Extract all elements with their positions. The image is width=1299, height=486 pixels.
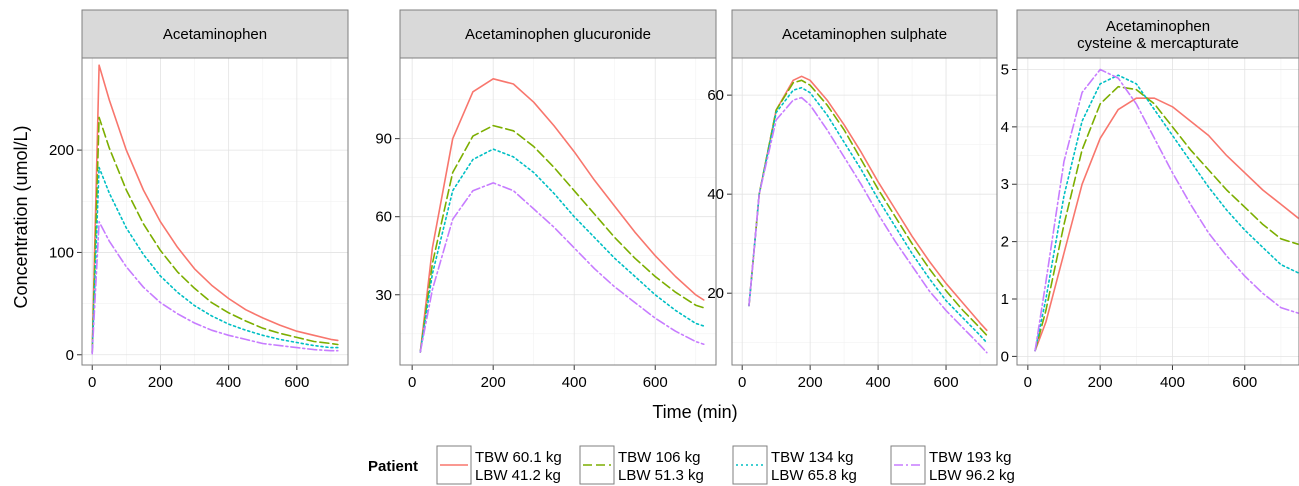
panel-border	[731, 57, 998, 366]
legend-label-line1: TBW 134 kg	[771, 449, 854, 466]
y-tick-label: 30	[375, 287, 392, 304]
x-tick-label: 200	[798, 374, 823, 391]
x-tick-label: 400	[1160, 374, 1185, 391]
y-tick-label: 90	[375, 131, 392, 148]
y-tick-label: 20	[707, 285, 724, 302]
legend-label-line1: TBW 193 kg	[929, 449, 1012, 466]
y-tick-label: 0	[66, 347, 74, 364]
series-group	[1034, 68, 1299, 352]
legend-label-line1: TBW 60.1 kg	[475, 449, 562, 466]
series-line-4	[91, 220, 339, 355]
panel-3: Acetaminophen sulphate 0 200 400 600 20 40 60	[707, 9, 998, 391]
series-line-3	[91, 166, 339, 354]
y-tick-label: 0	[1001, 348, 1009, 365]
series-line-3	[419, 148, 705, 353]
series-group	[748, 75, 988, 354]
panel-border	[81, 57, 349, 366]
panel-strip	[81, 9, 349, 59]
x-tick-label: 400	[216, 374, 241, 391]
panel-title: Acetaminophen	[1106, 18, 1210, 35]
y-tick-label: 60	[375, 209, 392, 226]
panel-2: Acetaminophen glucuronide 0 200 400 600 30 60 9…	[375, 9, 717, 391]
y-tick-label: 60	[707, 87, 724, 104]
legend-label-line2: LBW 65.8 kg	[771, 467, 857, 484]
x-tick-label: 600	[1232, 374, 1257, 391]
panel-title: Acetaminophen glucuronide	[465, 26, 651, 43]
series-line-2	[91, 116, 339, 354]
series-line-2	[748, 79, 988, 337]
series-line-2	[1034, 85, 1299, 352]
panel-strip	[399, 9, 717, 59]
x-tick-label: 0	[408, 374, 416, 391]
panel-1: Acetaminophen 0 200 400 600 0 100 200	[49, 9, 349, 391]
plot-background	[400, 58, 716, 365]
y-axis-title: Concentration (umol/L)	[11, 125, 31, 308]
series-line-1	[748, 75, 988, 332]
y-tick-label: 200	[49, 142, 74, 159]
legend-label-line2: LBW 41.2 kg	[475, 467, 561, 484]
series-line-1	[1034, 97, 1299, 352]
legend-label-line1: TBW 106 kg	[618, 449, 701, 466]
series-line-1	[91, 64, 339, 353]
y-tick-label: 40	[707, 186, 724, 203]
panel-border	[1016, 57, 1299, 366]
legend-label-line2: LBW 96.2 kg	[929, 467, 1015, 484]
series-group	[419, 78, 705, 353]
series-line-1	[419, 78, 705, 353]
series-line-4	[748, 96, 988, 354]
x-tick-label: 200	[481, 374, 506, 391]
panel-strip	[731, 9, 998, 59]
x-tick-label: 200	[148, 374, 173, 391]
plot-background	[732, 58, 997, 365]
plot-background	[1017, 58, 1299, 365]
x-tick-label: 200	[1088, 374, 1113, 391]
series-line-2	[419, 124, 705, 353]
x-tick-label: 0	[1024, 374, 1032, 391]
legend-label-line2: LBW 51.3 kg	[618, 467, 704, 484]
y-tick-label: 2	[1001, 234, 1009, 251]
y-tick-label: 5	[1001, 61, 1009, 78]
x-tick-label: 400	[562, 374, 587, 391]
plot-background	[82, 58, 348, 365]
panel-title: cysteine & mercapturate	[1077, 35, 1239, 52]
panel-border	[399, 57, 717, 366]
y-tick-label: 100	[49, 244, 74, 261]
legend-title: Patient	[368, 458, 418, 475]
series-line-4	[419, 182, 705, 353]
panel-strip	[1016, 9, 1299, 59]
x-tick-label: 0	[88, 374, 96, 391]
series-line-3	[1034, 74, 1299, 352]
x-tick-label: 400	[866, 374, 891, 391]
y-tick-label: 3	[1001, 176, 1009, 193]
x-axis-title: Time (min)	[652, 402, 737, 422]
y-tick-label: 1	[1001, 291, 1009, 308]
panel-title: Acetaminophen	[163, 26, 267, 43]
x-tick-label: 600	[284, 374, 309, 391]
y-tick-label: 4	[1001, 119, 1009, 136]
x-tick-label: 0	[738, 374, 746, 391]
panel-title: Acetaminophen sulphate	[782, 26, 947, 43]
x-tick-label: 600	[934, 374, 959, 391]
series-line-4	[1034, 68, 1299, 352]
x-tick-label: 600	[643, 374, 668, 391]
series-group	[91, 64, 339, 355]
